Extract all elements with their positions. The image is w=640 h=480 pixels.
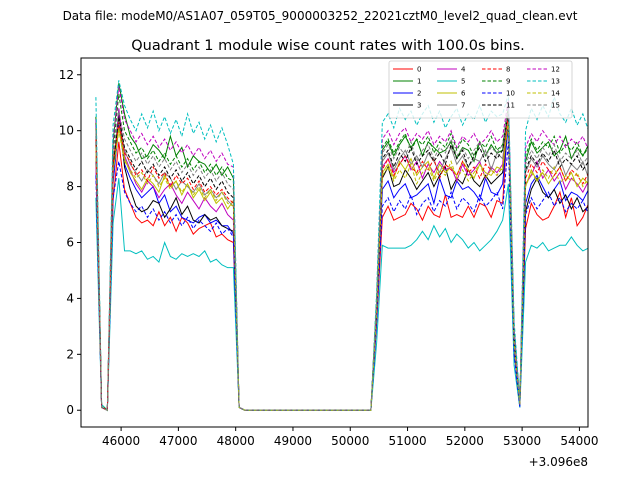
series-line-15 [95,108,588,412]
legend-label-9: 9 [506,78,510,86]
series-line-14 [95,122,588,412]
y-tick-label: 0 [66,403,74,417]
y-tick-label: 10 [59,124,74,138]
chart-title: Quadrant 1 module wise count rates with … [131,38,525,54]
legend-frame [388,60,573,119]
x-tick-label: 48000 [217,434,255,448]
legend-label-14: 14 [551,90,560,98]
y-tick-label: 4 [66,291,74,305]
series-layer [95,80,588,412]
legend-label-6: 6 [461,90,466,98]
x-tick-label: 54000 [560,434,598,448]
legend-label-5: 5 [461,78,465,86]
x-tick-label: 51000 [388,434,426,448]
series-line-10 [95,141,588,412]
x-tick-label: 50000 [331,434,369,448]
x-axis: 46000 47000 48000 49000 50000 51000 52000 53000… [102,427,599,448]
legend-label-3: 3 [417,102,421,110]
y-tick-label: 12 [59,68,74,82]
x-tick-label: 46000 [102,434,140,448]
legend-label-10: 10 [506,90,515,98]
legend-label-2: 2 [417,90,421,98]
legend-label-4: 4 [461,66,466,74]
x-tick-label: 52000 [446,434,484,448]
legend-label-13: 13 [551,78,560,86]
plot-area: 46000 47000 48000 49000 50000 51000 52000 53000… [59,57,599,469]
x-offset-label: +3.096e8 [529,455,588,469]
x-tick-label: 53000 [503,434,541,448]
legend-label-11: 11 [506,102,515,110]
y-tick-label: 6 [66,236,74,250]
x-tick-label: 47000 [159,434,197,448]
legend-label-0: 0 [417,66,421,74]
y-tick-label: 2 [66,347,74,361]
series-line-5 [95,178,588,412]
y-axis: 0 2 4 6 8 10 12 [59,68,81,417]
legend-label-15: 15 [551,102,560,110]
figure-suptitle: Data file: modeM0/AS1A07_059T05_90000032… [63,9,578,23]
legend-label-1: 1 [417,78,421,86]
y-tick-label: 8 [66,180,74,194]
legend-label-7: 7 [461,102,465,110]
legend-label-12: 12 [551,66,560,74]
legend-label-8: 8 [506,66,510,74]
x-tick-label: 49000 [274,434,312,448]
